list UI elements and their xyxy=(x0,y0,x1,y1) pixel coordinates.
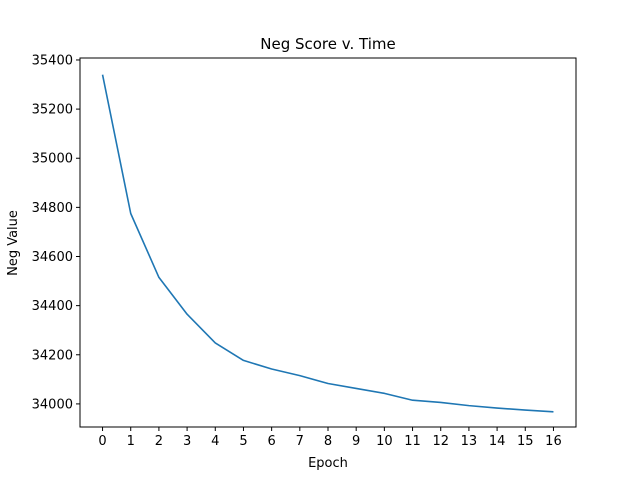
y-tick-label: 35400 xyxy=(32,53,73,68)
x-tick-label: 16 xyxy=(545,434,562,449)
x-axis: 0 1 2 3 4 5 6 7 8 9 10 11 12 13 14 15 16 xyxy=(98,427,562,449)
y-tick-label: 34200 xyxy=(32,348,73,363)
x-tick-label: 14 xyxy=(489,434,506,449)
x-tick-label: 10 xyxy=(376,434,393,449)
chart-title: Neg Score v. Time xyxy=(260,35,395,53)
y-tick-label: 35200 xyxy=(32,103,73,118)
series-line-0 xyxy=(101,74,554,413)
x-axis-label: Epoch xyxy=(308,456,348,471)
x-tick-label: 0 xyxy=(98,434,106,449)
y-tick-label: 34400 xyxy=(32,299,73,314)
x-tick-label: 1 xyxy=(127,434,135,449)
x-tick-label: 11 xyxy=(404,434,421,449)
plot-area xyxy=(101,74,554,413)
x-tick-label: 3 xyxy=(183,434,191,449)
y-axis-label: Neg Value xyxy=(6,210,21,276)
x-tick-label: 2 xyxy=(155,434,163,449)
x-tick-label: 5 xyxy=(239,434,247,449)
x-tick-label: 6 xyxy=(267,434,275,449)
y-tick-label: 34000 xyxy=(32,397,73,412)
y-tick-label: 34800 xyxy=(32,201,73,216)
plot-frame xyxy=(79,57,577,428)
y-axis: 34000 34200 34400 34600 34800 35000 35200 35400 xyxy=(32,53,80,412)
x-tick-label: 12 xyxy=(432,434,449,449)
x-tick-label: 4 xyxy=(211,434,219,449)
y-tick-label: 35000 xyxy=(32,152,73,167)
x-tick-label: 13 xyxy=(461,434,478,449)
x-tick-label: 8 xyxy=(324,434,332,449)
x-tick-label: 7 xyxy=(296,434,304,449)
x-tick-label: 9 xyxy=(352,434,360,449)
x-tick-label: 15 xyxy=(517,434,534,449)
y-tick-label: 34600 xyxy=(32,250,73,265)
